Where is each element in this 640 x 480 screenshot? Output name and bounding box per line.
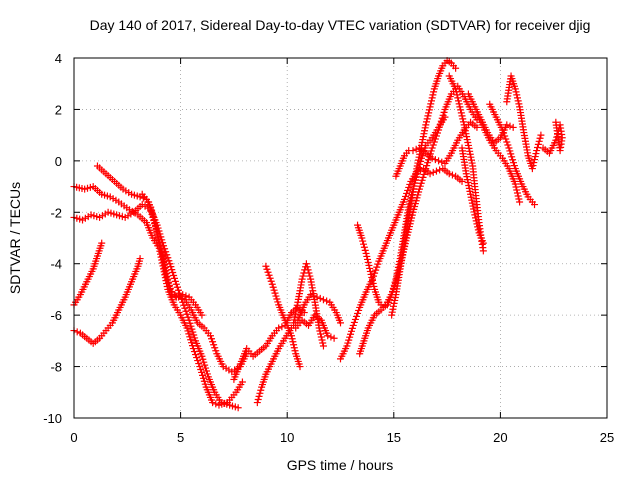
data-point: [140, 195, 147, 202]
x-tick-label: 25: [600, 430, 614, 445]
data-point: [305, 269, 312, 276]
y-tick-label: -8: [50, 360, 62, 375]
data-point: [331, 335, 338, 342]
data-point: [359, 238, 366, 245]
y-tick-label: 0: [55, 154, 62, 169]
data-point: [435, 157, 442, 164]
data-point: [254, 399, 261, 406]
y-tick-label: -2: [50, 205, 62, 220]
y-tick-label: -10: [43, 411, 62, 426]
data-point: [535, 141, 542, 148]
x-tick-label: 5: [177, 430, 184, 445]
data-point: [212, 400, 219, 407]
data-point: [299, 273, 306, 280]
data-point: [303, 260, 310, 267]
x-tick-label: 20: [493, 430, 507, 445]
chart-title: Day 140 of 2017, Sidereal Day-to-day VTE…: [90, 17, 591, 33]
data-point: [361, 244, 368, 251]
x-tick-label: 15: [387, 430, 401, 445]
axis-ticks: 0 5 10 15 20 25 -10 -8 -6 -4 -2 0 2 4: [43, 51, 614, 445]
data-point: [480, 247, 487, 254]
data-point: [510, 124, 517, 131]
data-point: [537, 132, 544, 139]
data-point: [320, 296, 327, 303]
data-point: [433, 168, 440, 175]
data-point: [360, 241, 367, 248]
y-tick-label: 4: [55, 51, 62, 66]
data-point: [537, 135, 544, 142]
data-point: [327, 334, 334, 341]
data-point: [438, 159, 445, 166]
data-points: [71, 57, 566, 411]
x-tick-label: 10: [280, 430, 294, 445]
data-point: [257, 387, 264, 394]
data-point: [255, 396, 262, 403]
y-tick-label: -6: [50, 308, 62, 323]
y-tick-label: -4: [50, 257, 62, 272]
data-point: [306, 273, 313, 280]
data-point: [536, 138, 543, 145]
data-point: [323, 298, 330, 305]
data-point: [256, 390, 263, 397]
y-axis-label: SDTVAR / TECUs: [7, 182, 23, 294]
data-point: [278, 323, 285, 330]
x-tick-label: 0: [70, 430, 77, 445]
data-point: [409, 147, 416, 154]
x-axis-label: GPS time / hours: [287, 457, 394, 473]
data-point: [506, 123, 513, 130]
data-point: [430, 169, 437, 176]
data-point: [362, 247, 369, 254]
y-tick-label: 2: [55, 102, 62, 117]
data-point: [317, 295, 324, 302]
data-point: [256, 393, 263, 400]
